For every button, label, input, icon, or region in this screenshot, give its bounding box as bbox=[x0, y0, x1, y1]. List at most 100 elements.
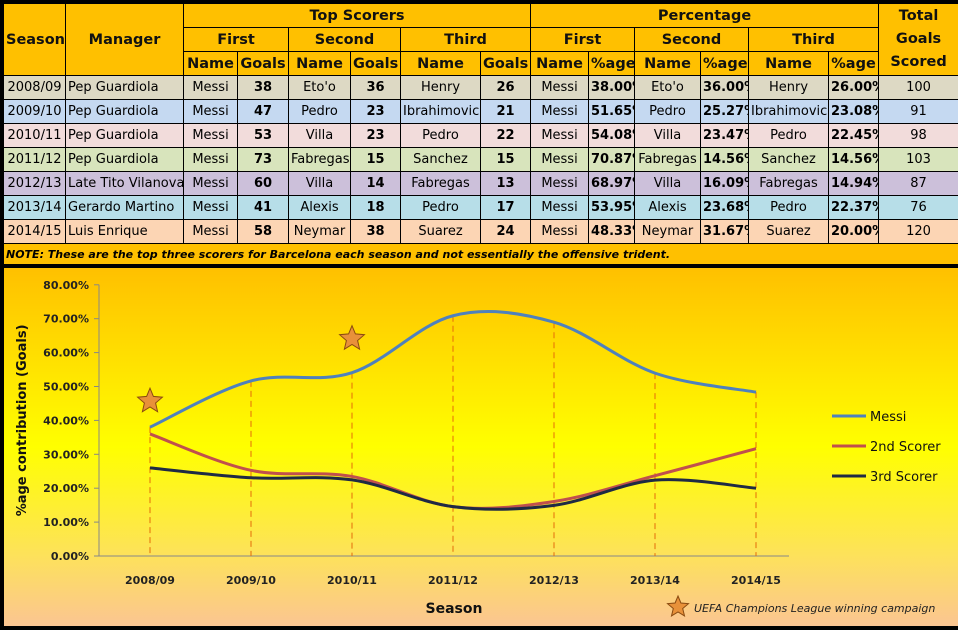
header-goals: Goals bbox=[481, 52, 531, 76]
header-pct-first: First bbox=[531, 28, 635, 52]
header-goals: Goals bbox=[351, 52, 401, 76]
x-tick-label: 2009/10 bbox=[226, 574, 276, 587]
cell-n1: Messi bbox=[184, 124, 238, 148]
cell-season: 2012/13 bbox=[4, 172, 66, 196]
cell-n1: Messi bbox=[184, 148, 238, 172]
cell-g2: 18 bbox=[351, 196, 401, 220]
header-pct: %age bbox=[589, 52, 635, 76]
cell-n3: Suarez bbox=[401, 220, 481, 244]
table-note: NOTE: These are the top three scorers fo… bbox=[4, 244, 958, 266]
legend-label: 2nd Scorer bbox=[870, 440, 941, 455]
cell-total: 87 bbox=[879, 172, 958, 196]
cell-n3: Pedro bbox=[401, 196, 481, 220]
scorers-table: Season Manager Top Scorers Percentage To… bbox=[3, 3, 958, 267]
cell-p3: 22.45% bbox=[829, 124, 879, 148]
cell-n2: Villa bbox=[635, 172, 701, 196]
cell-n1: Messi bbox=[531, 76, 589, 100]
cell-g3: 17 bbox=[481, 196, 531, 220]
cell-season: 2013/14 bbox=[4, 196, 66, 220]
cell-p3: 23.08% bbox=[829, 100, 879, 124]
cell-p3: 14.94% bbox=[829, 172, 879, 196]
cell-season: 2010/11 bbox=[4, 124, 66, 148]
cell-season: 2008/09 bbox=[4, 76, 66, 100]
cell-n2: Pedro bbox=[635, 100, 701, 124]
cell-n1: Messi bbox=[531, 196, 589, 220]
cell-total: 76 bbox=[879, 196, 958, 220]
cell-n3: Fabregas bbox=[749, 172, 829, 196]
cell-g1: 41 bbox=[238, 196, 289, 220]
cell-g3: 21 bbox=[481, 100, 531, 124]
cell-n1: Messi bbox=[184, 76, 238, 100]
cell-n3: Ibrahimovic bbox=[749, 100, 829, 124]
header-name: Name bbox=[531, 52, 589, 76]
cell-n2: Eto'o bbox=[289, 76, 351, 100]
cell-p1: 48.33% bbox=[589, 220, 635, 244]
cell-g3: 15 bbox=[481, 148, 531, 172]
header-name: Name bbox=[749, 52, 829, 76]
cell-g2: 38 bbox=[351, 220, 401, 244]
cell-total: 103 bbox=[879, 148, 958, 172]
cell-p2: 31.67% bbox=[701, 220, 749, 244]
y-tick-label: 10.00% bbox=[43, 516, 89, 529]
header-pct: %age bbox=[829, 52, 879, 76]
cell-n1: Messi bbox=[184, 172, 238, 196]
cell-p1: 51.65% bbox=[589, 100, 635, 124]
cell-season: 2014/15 bbox=[4, 220, 66, 244]
y-tick-label: 30.00% bbox=[43, 448, 89, 461]
x-tick-label: 2012/13 bbox=[529, 574, 579, 587]
cell-n3: Sanchez bbox=[749, 148, 829, 172]
cell-n2: Alexis bbox=[289, 196, 351, 220]
cell-n1: Messi bbox=[531, 124, 589, 148]
cell-n2: Villa bbox=[289, 172, 351, 196]
header-top-scorers: Top Scorers bbox=[184, 4, 531, 28]
header-manager: Manager bbox=[66, 4, 184, 76]
cell-p2: 23.47% bbox=[701, 124, 749, 148]
cell-p2: 25.27% bbox=[701, 100, 749, 124]
cell-n2: Villa bbox=[635, 124, 701, 148]
header-scorer-third: Third bbox=[401, 28, 531, 52]
header-name: Name bbox=[401, 52, 481, 76]
cell-n2: Fabregas bbox=[289, 148, 351, 172]
header-name: Name bbox=[184, 52, 238, 76]
cell-n2: Villa bbox=[289, 124, 351, 148]
star-legend-label: UEFA Champions League winning campaign bbox=[694, 602, 935, 615]
cell-n1: Messi bbox=[531, 148, 589, 172]
star-icon bbox=[668, 596, 689, 616]
cell-g3: 13 bbox=[481, 172, 531, 196]
cell-n2: Fabregas bbox=[635, 148, 701, 172]
header-goals: Goals bbox=[238, 52, 289, 76]
chart-area: 0.00%10.00%20.00%30.00%40.00%50.00%60.00… bbox=[4, 268, 958, 626]
header-pct-second: Second bbox=[635, 28, 749, 52]
cell-n1: Messi bbox=[184, 196, 238, 220]
cell-g3: 22 bbox=[481, 124, 531, 148]
cell-p2: 14.56% bbox=[701, 148, 749, 172]
cell-n2: Pedro bbox=[289, 100, 351, 124]
cell-g3: 26 bbox=[481, 76, 531, 100]
cell-n1: Messi bbox=[531, 100, 589, 124]
cell-p2: 23.68% bbox=[701, 196, 749, 220]
cell-p1: 54.08% bbox=[589, 124, 635, 148]
cell-p1: 38.00% bbox=[589, 76, 635, 100]
cell-n2: Alexis bbox=[635, 196, 701, 220]
y-tick-label: 20.00% bbox=[43, 482, 89, 495]
cell-g2: 14 bbox=[351, 172, 401, 196]
y-axis-title: %age contribution (Goals) bbox=[15, 324, 30, 516]
cell-n3: Sanchez bbox=[401, 148, 481, 172]
header-name: Name bbox=[635, 52, 701, 76]
cell-n3: Fabregas bbox=[401, 172, 481, 196]
cell-manager: Pep Guardiola bbox=[66, 148, 184, 172]
cell-total: 100 bbox=[879, 76, 958, 100]
cell-n3: Ibrahimovic bbox=[401, 100, 481, 124]
cell-n3: Pedro bbox=[749, 124, 829, 148]
header-scorer-second: Second bbox=[289, 28, 401, 52]
cell-p1: 70.87% bbox=[589, 148, 635, 172]
cell-g1: 73 bbox=[238, 148, 289, 172]
cell-p3: 20.00% bbox=[829, 220, 879, 244]
line-chart: 0.00%10.00%20.00%30.00%40.00%50.00%60.00… bbox=[4, 268, 958, 626]
cell-total: 98 bbox=[879, 124, 958, 148]
cell-p3: 22.37% bbox=[829, 196, 879, 220]
